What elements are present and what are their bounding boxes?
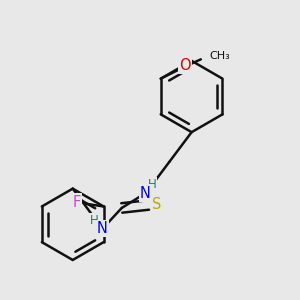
Text: H: H — [148, 178, 157, 191]
Text: O: O — [179, 58, 191, 73]
Text: N: N — [97, 221, 108, 236]
Text: S: S — [152, 197, 161, 212]
Text: N: N — [140, 186, 151, 201]
Text: CH₃: CH₃ — [209, 51, 230, 62]
Text: H: H — [90, 214, 98, 227]
Text: F: F — [73, 194, 81, 209]
